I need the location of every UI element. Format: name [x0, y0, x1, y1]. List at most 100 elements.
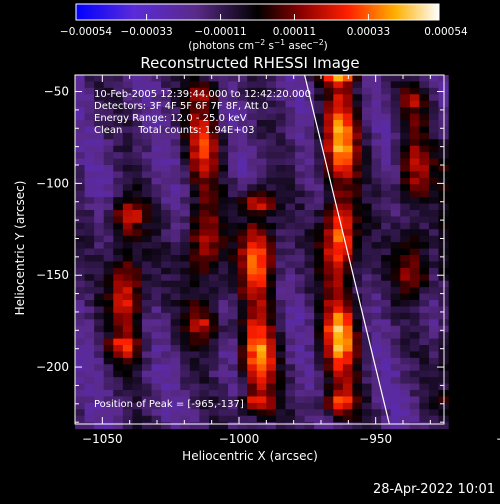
heatmap-cell — [94, 145, 105, 153]
heatmap-cell — [237, 75, 248, 83]
heatmap-cell — [218, 383, 229, 391]
heatmap-cell — [151, 222, 162, 230]
heatmap-cell — [170, 422, 181, 430]
heatmap-cell — [132, 107, 143, 115]
heatmap-cell — [352, 210, 363, 218]
heatmap-cell — [180, 203, 191, 211]
heatmap-cell — [362, 396, 373, 404]
colorbar-tick-label: −0.00054 — [60, 26, 113, 38]
heatmap-cell — [75, 261, 86, 269]
heatmap-cell — [390, 87, 401, 95]
heatmap-cell — [228, 165, 239, 173]
heatmap-cell — [218, 396, 229, 404]
heatmap-cell — [113, 203, 124, 211]
heatmap-cell — [266, 145, 277, 153]
heatmap-cell — [409, 306, 420, 314]
heatmap-cell — [161, 312, 172, 320]
heatmap-cell — [180, 248, 191, 256]
heatmap-cell — [381, 222, 392, 230]
heatmap-cell — [304, 293, 315, 301]
heatmap-cell — [228, 274, 239, 282]
heatmap-cell — [103, 370, 114, 378]
heatmap-cell — [122, 184, 133, 192]
heatmap-cell — [208, 377, 220, 385]
heatmap-cell — [428, 370, 440, 378]
heatmap-cell — [199, 242, 210, 250]
heatmap-cell — [304, 306, 315, 314]
heatmap-cell — [362, 325, 373, 333]
heatmap-cell — [409, 390, 420, 398]
heatmap-cell — [170, 132, 181, 140]
heatmap-cell — [161, 210, 172, 218]
heatmap-cell — [247, 235, 258, 243]
heatmap-cell — [381, 145, 392, 153]
heatmap-cell — [390, 171, 401, 179]
heatmap-cell — [122, 402, 133, 410]
heatmap-cell — [199, 300, 210, 308]
colorbar-tick-label: 0.00011 — [273, 26, 316, 38]
heatmap-cell — [333, 306, 344, 314]
heatmap-cell — [371, 261, 382, 269]
heatmap-cell — [323, 94, 334, 102]
heatmap-cell — [161, 383, 172, 391]
heatmap-cell — [151, 319, 162, 327]
heatmap-cell — [342, 184, 354, 192]
heatmap-cell — [180, 87, 191, 95]
heatmap-cell — [208, 390, 220, 398]
heatmap-cell — [409, 402, 420, 410]
heatmap-cell — [113, 222, 124, 230]
heatmap-cell — [94, 235, 105, 243]
heatmap-cell — [400, 319, 411, 327]
heatmap-cell — [256, 332, 267, 340]
heatmap-cell — [189, 171, 200, 179]
heatmap-cell — [256, 216, 267, 224]
heatmap-cell — [342, 280, 354, 288]
heatmap-cell — [428, 165, 440, 173]
heatmap-cell — [180, 261, 191, 269]
heatmap-cell — [141, 312, 153, 320]
heatmap-cell — [342, 351, 354, 359]
heatmap-cell — [218, 325, 229, 333]
heatmap-cell — [342, 126, 354, 134]
heatmap-cell — [247, 190, 258, 198]
heatmap-cell — [352, 235, 363, 243]
heatmap-cell — [132, 338, 143, 346]
heatmap-cell — [170, 229, 181, 237]
heatmap-cell — [323, 300, 334, 308]
heatmap-cell — [304, 383, 315, 391]
heatmap-cell — [180, 267, 191, 275]
heatmap-cell — [419, 396, 430, 404]
heatmap-cell — [189, 107, 200, 115]
heatmap-cell — [218, 235, 229, 243]
heatmap-cell — [228, 422, 239, 430]
heatmap-cell — [141, 113, 153, 121]
heatmap-cell — [103, 165, 114, 173]
heatmap-cell — [362, 377, 373, 385]
heatmap-cell — [151, 409, 162, 417]
heatmap-cell — [362, 351, 373, 359]
heatmap-cell — [381, 415, 392, 423]
heatmap-cell — [285, 280, 296, 288]
heatmap-cell — [132, 94, 143, 102]
heatmap-cell — [189, 261, 200, 269]
heatmap-cell — [75, 81, 86, 89]
heatmap-cell — [103, 390, 114, 398]
colorbar-label-part: s — [265, 40, 274, 52]
heatmap-cell — [247, 81, 258, 89]
heatmap-cell — [333, 132, 344, 140]
x-tick-label: −950 — [359, 432, 392, 446]
heatmap-cell — [170, 300, 181, 308]
heatmap-cell — [323, 274, 334, 282]
heatmap-cell — [161, 402, 172, 410]
heatmap-cell — [132, 216, 143, 224]
heatmap-cell — [122, 357, 133, 365]
heatmap-cell — [323, 422, 334, 430]
heatmap-cell — [122, 345, 133, 353]
heatmap-cell — [333, 351, 344, 359]
heatmap-cell — [352, 319, 363, 327]
heatmap-cell — [208, 287, 220, 295]
heatmap-cell — [381, 203, 392, 211]
heatmap-cell — [256, 222, 267, 230]
heatmap-cell — [352, 338, 363, 346]
heatmap-cell — [285, 152, 296, 160]
